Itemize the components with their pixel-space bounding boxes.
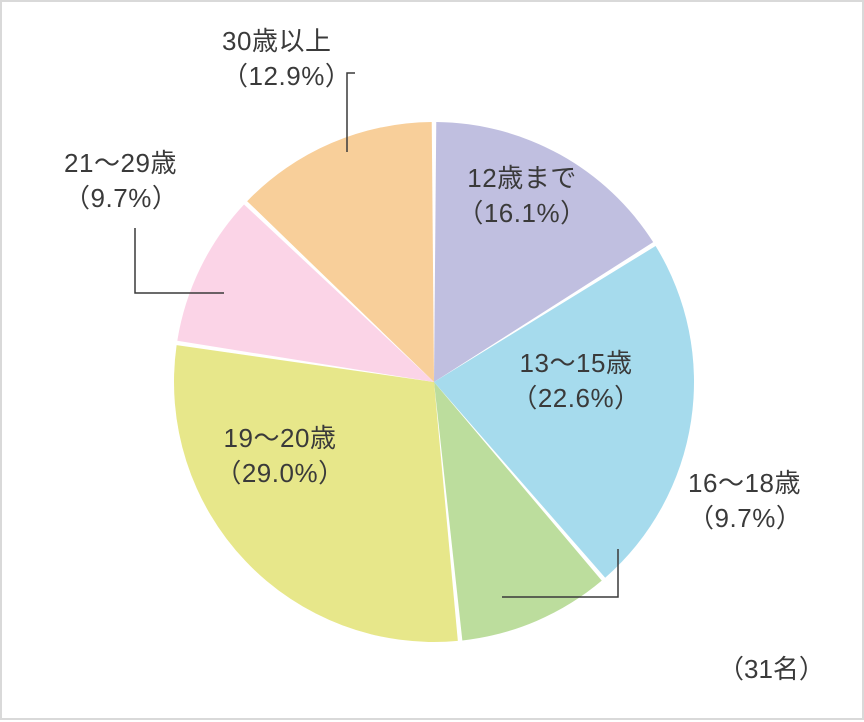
slice-pct-s6: （12.9%）: [222, 61, 351, 91]
slice-label-s6: 30歳以上: [222, 26, 332, 56]
slice-pct-s1: （16.1%）: [457, 198, 586, 228]
slice-label-s2: 13～15歳: [520, 348, 633, 378]
pie-chart-container: 12歳まで （16.1%） 13～15歳 （22.6%） 16～18歳 （9.7%） 19～…: [0, 0, 864, 720]
slice-label-s4: 19～20歳: [224, 423, 337, 453]
slice-pct-s2: （22.6%）: [511, 383, 640, 413]
slice-label-s1: 12歳まで: [467, 163, 577, 193]
slice-pct-s4: （29.0%）: [215, 458, 344, 488]
pie-chart-svg: 12歳まで （16.1%） 13～15歳 （22.6%） 16～18歳 （9.7%） 19～…: [2, 2, 864, 722]
slice-pct-s3: （9.7%）: [688, 503, 802, 533]
slice-label-s5: 21～29歳: [64, 148, 177, 178]
pie-slice-s4: [174, 345, 458, 642]
slice-label-s3: 16～18歳: [688, 468, 801, 498]
slice-pct-s5: （9.7%）: [64, 183, 178, 213]
footer-total: （31名）: [718, 654, 825, 684]
